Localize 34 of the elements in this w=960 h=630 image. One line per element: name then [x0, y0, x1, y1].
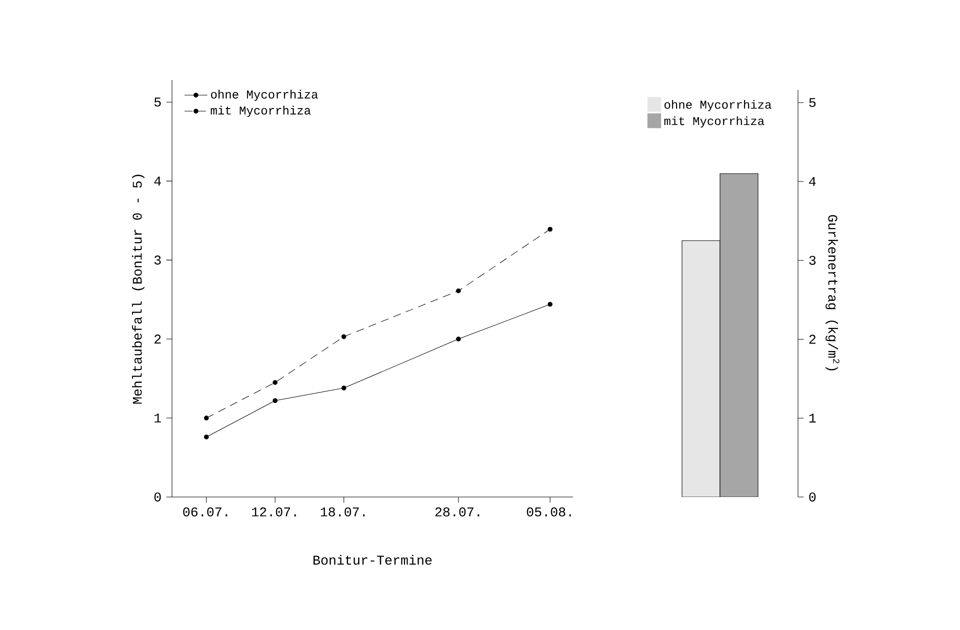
point: [204, 434, 209, 440]
point: [341, 334, 346, 340]
x-tick-label: 12.07.: [252, 507, 296, 516]
point: [456, 288, 461, 294]
y-tick-label: 3: [154, 256, 161, 265]
legend-label: mit Mycorrhiza: [664, 116, 764, 128]
y-tick-label: 4: [809, 177, 816, 186]
x-tick-label: 05.08.: [526, 507, 571, 516]
y-tick-label: 1: [809, 414, 816, 422]
y-tick-label: 4: [154, 176, 161, 186]
legend-label: ohne Mycorrhiza: [211, 90, 318, 101]
legend-label: mit Mycorrhiza: [210, 106, 311, 117]
y-tick-label: 1: [154, 414, 161, 422]
y-tick-label: 5: [809, 98, 816, 108]
y-axis-title: Gurkenertrag (kg/m$^{2}$): [826, 215, 840, 370]
point: [204, 416, 209, 420]
point: [272, 398, 278, 404]
x-tick-label: 06.07.: [183, 507, 228, 516]
y-tick-label: 2: [809, 334, 816, 344]
x-tick-label: 18.07.: [320, 507, 365, 516]
y-tick-label: 0: [154, 492, 161, 502]
point: [548, 302, 552, 307]
y-tick-label: 2: [154, 334, 161, 344]
y-axis-title: Mehltaubefall (Bonitur 0 - 5): [132, 174, 144, 404]
point: [272, 380, 278, 385]
point: [456, 336, 461, 342]
y-tick-label: 5: [154, 98, 161, 107]
y-tick-label: 0: [809, 492, 816, 502]
point: [341, 386, 346, 390]
x-tick-label: 28.07.: [435, 507, 480, 516]
x-axis-title: Bonitur-Termine: [314, 554, 432, 565]
legend-label: ohne Mycorrhiza: [664, 100, 772, 112]
y-tick-label: 3: [809, 256, 816, 265]
point: [548, 226, 552, 232]
